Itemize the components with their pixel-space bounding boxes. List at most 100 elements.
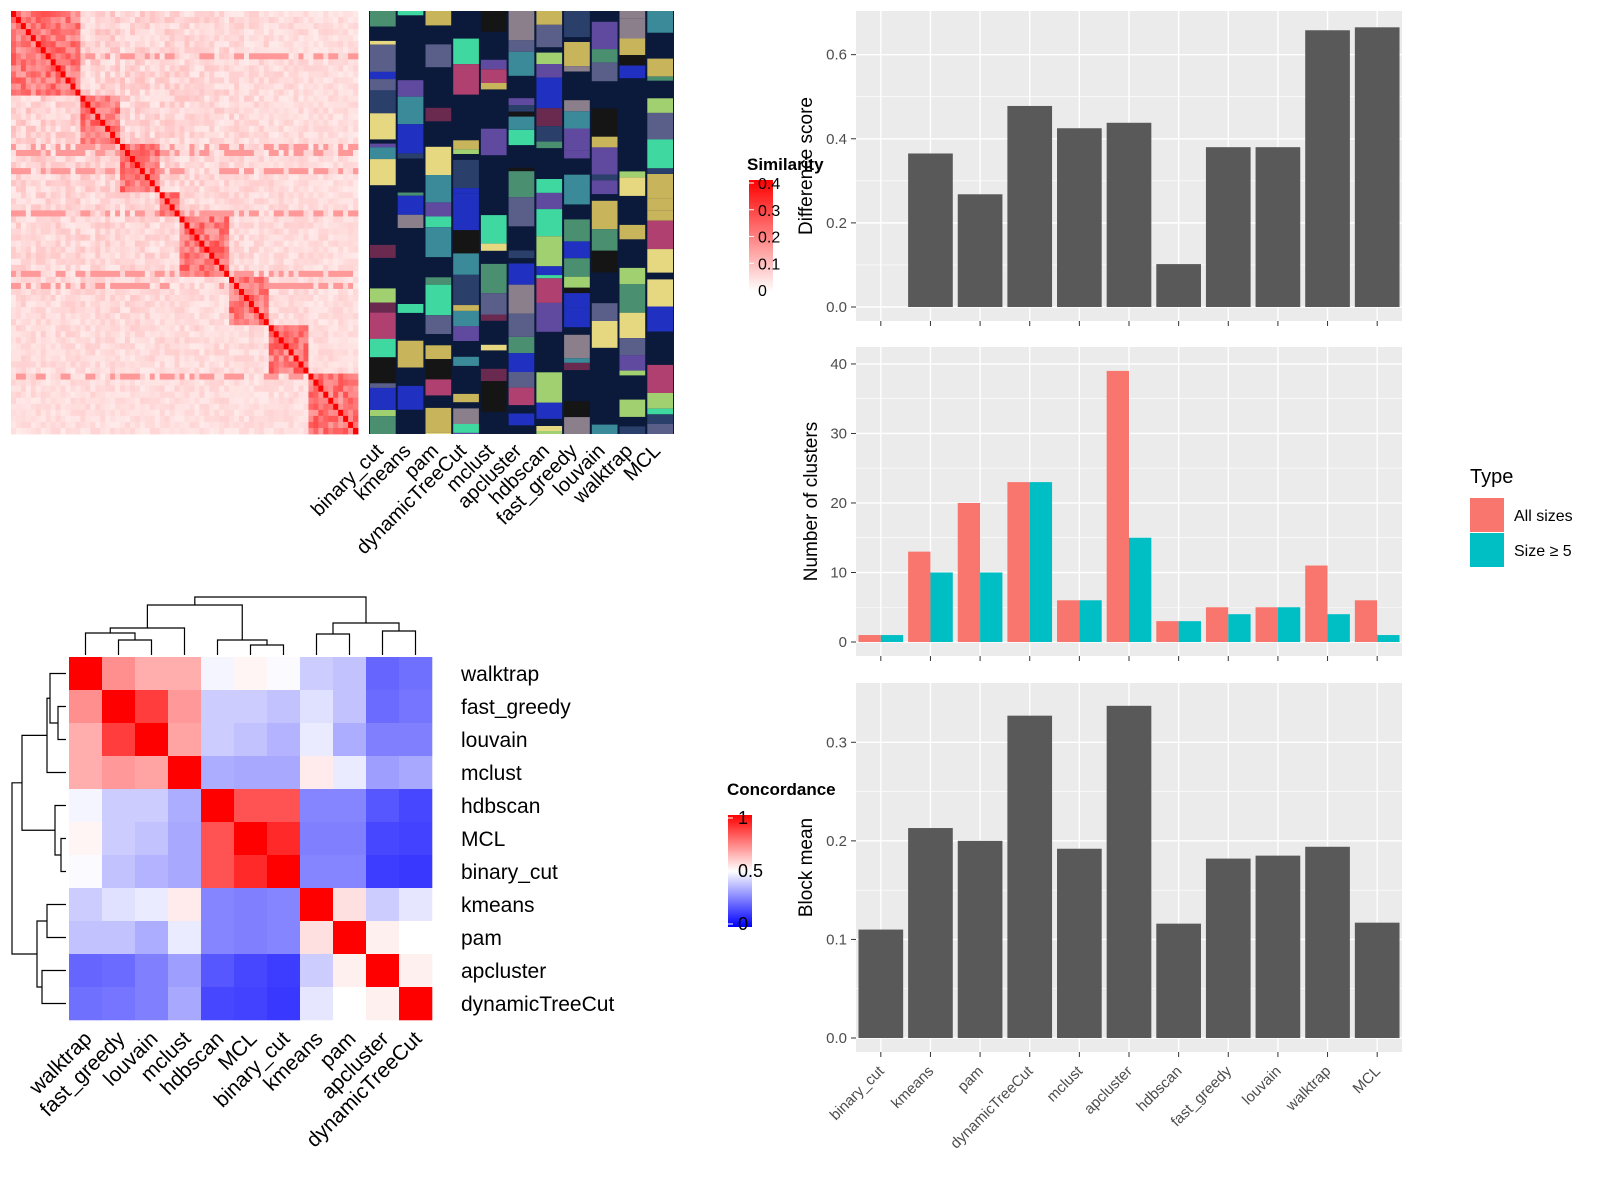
similarity-cell <box>239 95 245 103</box>
similarity-cell <box>293 240 299 248</box>
similarity-cell <box>115 307 121 314</box>
similarity-cell <box>219 23 225 30</box>
similarity-cell <box>95 11 101 18</box>
similarity-cell <box>353 29 359 36</box>
similarity-cell <box>70 270 76 278</box>
similarity-cell <box>50 337 57 344</box>
similarity-cell <box>318 421 324 429</box>
similarity-cell <box>308 216 314 223</box>
annotation-block <box>480 11 507 32</box>
similarity-cell <box>125 35 131 42</box>
similarity-cell <box>214 162 220 169</box>
similarity-cell <box>234 65 240 72</box>
similarity-cell <box>105 131 111 139</box>
similarity-cell <box>144 198 151 205</box>
similarity-cell <box>303 313 309 320</box>
similarity-cell <box>90 403 96 411</box>
similarity-cell <box>353 41 359 48</box>
similarity-cell <box>40 125 47 133</box>
similarity-cell <box>70 71 76 78</box>
similarity-cell <box>273 307 280 314</box>
similarity-cell <box>333 240 339 248</box>
similarity-cell <box>328 403 334 411</box>
similarity-cell <box>234 270 240 278</box>
similarity-cell <box>348 17 354 24</box>
similarity-cell <box>343 349 349 356</box>
similarity-cell <box>179 23 185 30</box>
similarity-cell <box>333 95 339 103</box>
similarity-cell <box>154 17 161 24</box>
similarity-cell <box>159 29 166 36</box>
similarity-cell <box>283 168 289 175</box>
similarity-cell <box>209 11 215 18</box>
similarity-cell <box>313 119 319 127</box>
similarity-cell <box>333 204 339 211</box>
similarity-cell <box>95 17 101 24</box>
similarity-cell <box>174 361 180 368</box>
similarity-cell <box>35 282 42 290</box>
similarity-cell <box>273 41 280 48</box>
similarity-cell <box>253 11 260 18</box>
similarity-cell <box>20 186 27 193</box>
similarity-cell <box>125 131 131 139</box>
similarity-cell <box>268 391 275 399</box>
similarity-cell <box>139 270 146 278</box>
similarity-cell <box>248 17 255 24</box>
similarity-cell <box>105 379 111 387</box>
similarity-cell <box>115 240 121 248</box>
similarity-cell <box>219 295 225 302</box>
similarity-cell <box>343 71 349 78</box>
similarity-cell <box>253 107 260 115</box>
similarity-cell <box>125 288 131 296</box>
similarity-cell <box>100 198 106 205</box>
similarity-cell <box>139 301 146 308</box>
similarity-cell <box>95 101 101 109</box>
similarity-cell <box>149 143 156 151</box>
similarity-cell <box>348 331 354 338</box>
similarity-cell <box>144 337 151 344</box>
similarity-cell <box>55 65 61 72</box>
similarity-cell <box>323 29 329 36</box>
similarity-cell <box>353 397 359 405</box>
similarity-cell <box>293 385 299 393</box>
similarity-cell <box>288 89 294 96</box>
similarity-cell <box>110 409 116 417</box>
similarity-cell <box>35 71 42 78</box>
similarity-cell <box>348 149 354 157</box>
similarity-cell <box>209 391 215 399</box>
similarity-cell <box>100 174 106 181</box>
similarity-cell <box>30 113 37 121</box>
similarity-cell <box>338 403 344 411</box>
similarity-cell <box>328 379 334 387</box>
similarity-cell <box>298 361 304 368</box>
similarity-cell <box>219 391 225 399</box>
similarity-cell <box>234 204 240 211</box>
similarity-cell <box>318 288 324 296</box>
similarity-cell <box>11 355 17 362</box>
similarity-cell <box>20 258 27 266</box>
similarity-cell <box>268 313 275 320</box>
similarity-cell <box>40 228 47 235</box>
similarity-cell <box>328 228 334 235</box>
similarity-cell <box>209 301 215 308</box>
similarity-cell <box>30 403 37 411</box>
similarity-cell <box>199 295 205 302</box>
similarity-cell <box>90 421 96 429</box>
similarity-cell <box>55 240 61 248</box>
similarity-cell <box>154 101 161 109</box>
similarity-cell <box>219 168 225 175</box>
similarity-cell <box>159 47 166 54</box>
similarity-cell <box>25 313 32 320</box>
similarity-cell <box>95 234 101 242</box>
similarity-cell <box>338 216 344 223</box>
similarity-cell <box>219 59 225 66</box>
similarity-cell <box>298 180 304 187</box>
similarity-cell <box>154 228 161 235</box>
similarity-cell <box>209 89 215 96</box>
similarity-cell <box>253 71 260 78</box>
similarity-cell <box>323 216 329 223</box>
similarity-cell <box>313 313 319 320</box>
similarity-cell <box>85 234 91 242</box>
similarity-cell <box>318 131 324 139</box>
